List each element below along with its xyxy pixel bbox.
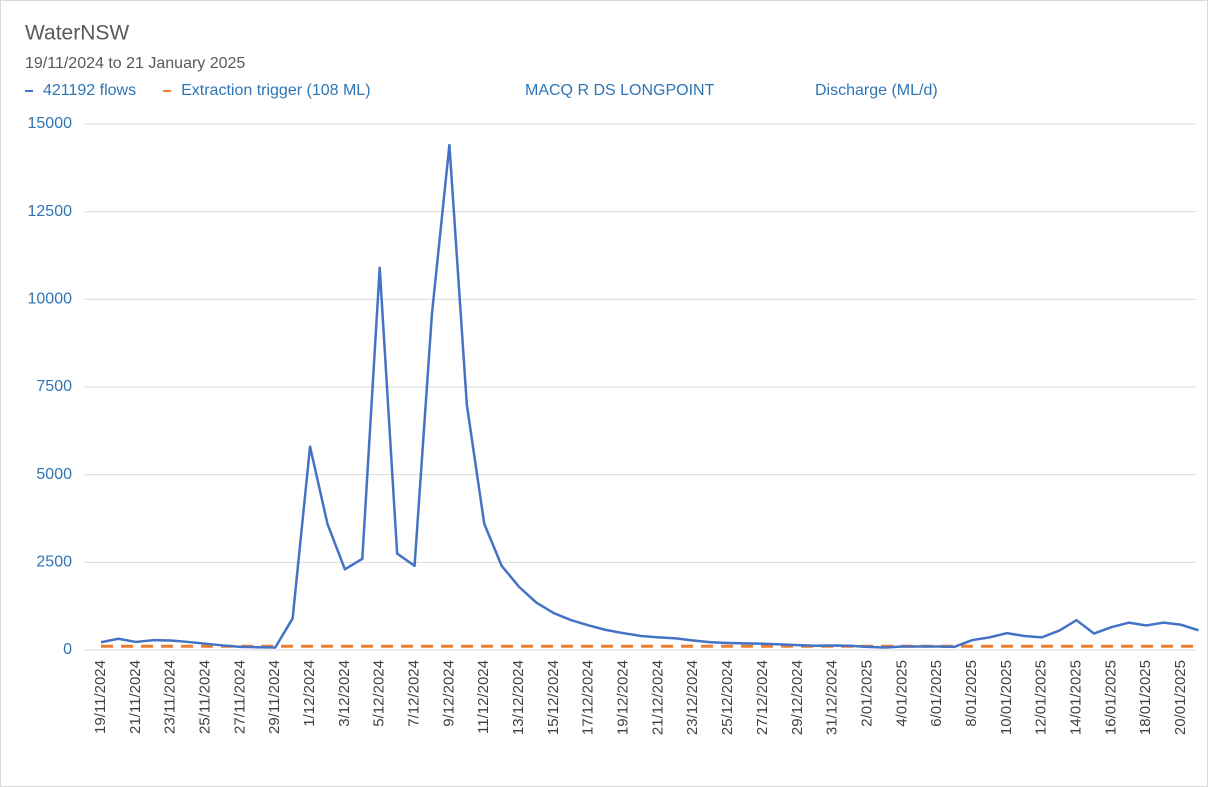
x-tick-label: 14/01/2025 bbox=[1067, 660, 1084, 735]
legend-label: 421192 flows bbox=[43, 82, 136, 99]
x-tick-label: 25/12/2024 bbox=[719, 660, 736, 735]
x-tick-label: 5/12/2024 bbox=[371, 660, 388, 727]
x-tick-label: 10/01/2025 bbox=[998, 660, 1015, 735]
x-tick-label: 3/12/2024 bbox=[336, 660, 353, 727]
y-tick-label: 12500 bbox=[28, 203, 73, 220]
x-tick-label: 19/12/2024 bbox=[615, 660, 632, 735]
x-tick-label: 29/11/2024 bbox=[266, 660, 283, 734]
annotation: MACQ R DS LONGPOINT bbox=[525, 82, 715, 99]
x-tick-label: 27/12/2024 bbox=[754, 660, 771, 735]
x-tick-label: 27/11/2024 bbox=[231, 660, 248, 734]
x-tick-label: 18/01/2025 bbox=[1137, 660, 1154, 735]
x-tick-label: 7/12/2024 bbox=[406, 660, 423, 727]
chart-title: WaterNSW bbox=[25, 22, 129, 45]
data-line bbox=[100, 143, 1199, 649]
x-tick-label: 15/12/2024 bbox=[545, 660, 562, 735]
x-tick-label: 21/12/2024 bbox=[649, 660, 666, 735]
x-tick-label: 12/01/2025 bbox=[1033, 660, 1050, 735]
x-tick-label: 11/12/2024 bbox=[475, 660, 492, 734]
x-tick-label: 2/01/2025 bbox=[858, 660, 875, 727]
x-tick-label: 29/12/2024 bbox=[789, 660, 806, 735]
x-tick-label: 23/11/2024 bbox=[162, 660, 179, 734]
x-tick-label: 21/11/2024 bbox=[127, 660, 144, 734]
x-tick-label: 23/12/2024 bbox=[684, 660, 701, 735]
x-tick-label: 25/11/2024 bbox=[196, 660, 213, 734]
chart-subtitle: 19/11/2024 to 21 January 2025 bbox=[25, 55, 245, 72]
x-tick-label: 4/01/2025 bbox=[893, 660, 910, 727]
y-tick-label: 10000 bbox=[28, 291, 73, 308]
x-tick-label: 9/12/2024 bbox=[440, 660, 457, 727]
x-tick-label: 31/12/2024 bbox=[824, 660, 841, 735]
x-tick-label: 1/12/2024 bbox=[301, 660, 318, 727]
x-tick-label: 19/11/2024 bbox=[92, 660, 109, 734]
y-tick-label: 0 bbox=[63, 641, 72, 658]
x-tick-label: 16/01/2025 bbox=[1102, 660, 1119, 735]
x-tick-label: 13/12/2024 bbox=[510, 660, 527, 735]
x-tick-label: 17/12/2024 bbox=[580, 660, 597, 735]
y-tick-label: 15000 bbox=[28, 115, 73, 132]
y-tick-label: 7500 bbox=[36, 378, 72, 395]
legend-label: Extraction trigger (108 ML) bbox=[181, 82, 370, 99]
x-tick-label: 6/01/2025 bbox=[928, 660, 945, 727]
x-tick-label: 8/01/2025 bbox=[963, 660, 980, 727]
y-tick-label: 2500 bbox=[36, 554, 72, 571]
y-tick-label: 5000 bbox=[36, 466, 72, 483]
annotation: Discharge (ML/d) bbox=[815, 82, 938, 99]
x-tick-label: 20/01/2025 bbox=[1172, 660, 1189, 735]
